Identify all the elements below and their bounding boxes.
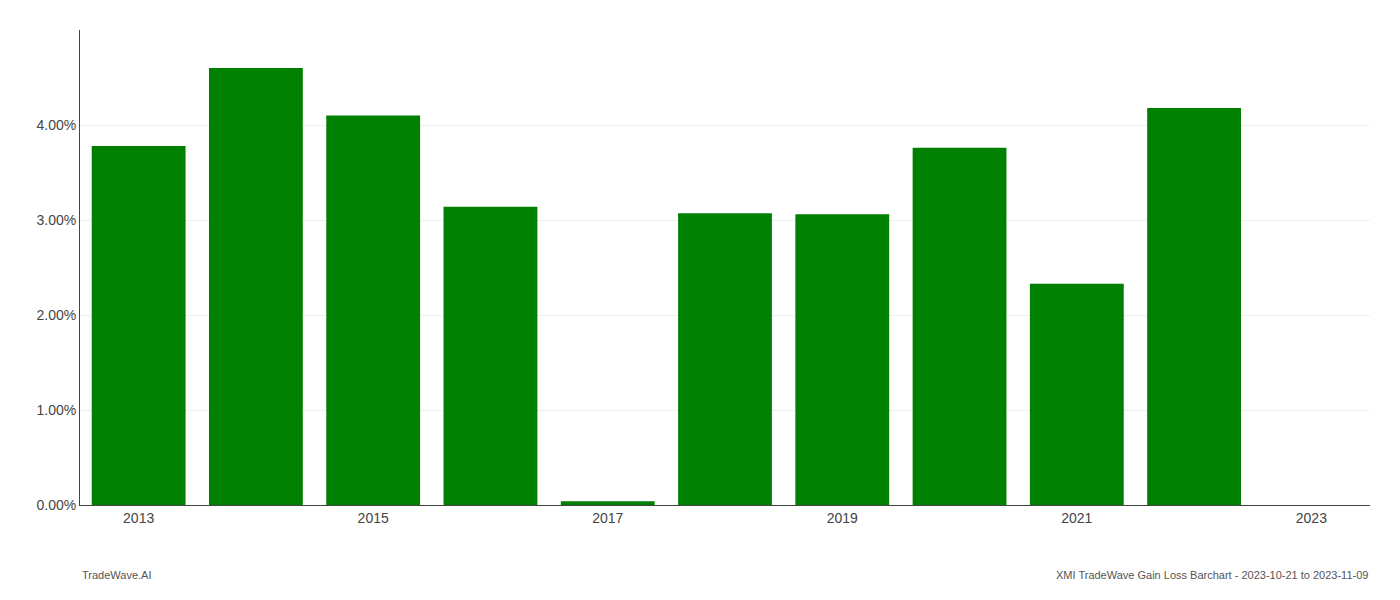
svg-text:2021: 2021 [1061, 510, 1092, 526]
svg-text:2.00%: 2.00% [36, 307, 76, 323]
svg-text:1.00%: 1.00% [36, 402, 76, 418]
svg-text:2019: 2019 [827, 510, 858, 526]
svg-text:TradeWave.AI: TradeWave.AI [82, 569, 152, 581]
svg-text:3.00%: 3.00% [36, 212, 76, 228]
svg-text:4.00%: 4.00% [36, 117, 76, 133]
svg-text:2013: 2013 [123, 510, 154, 526]
svg-text:2015: 2015 [358, 510, 389, 526]
svg-text:0.00%: 0.00% [36, 497, 76, 513]
svg-text:XMI TradeWave Gain Loss Barcha: XMI TradeWave Gain Loss Barchart - 2023-… [1056, 569, 1368, 581]
svg-text:2023: 2023 [1296, 510, 1327, 526]
svg-text:2017: 2017 [592, 510, 623, 526]
